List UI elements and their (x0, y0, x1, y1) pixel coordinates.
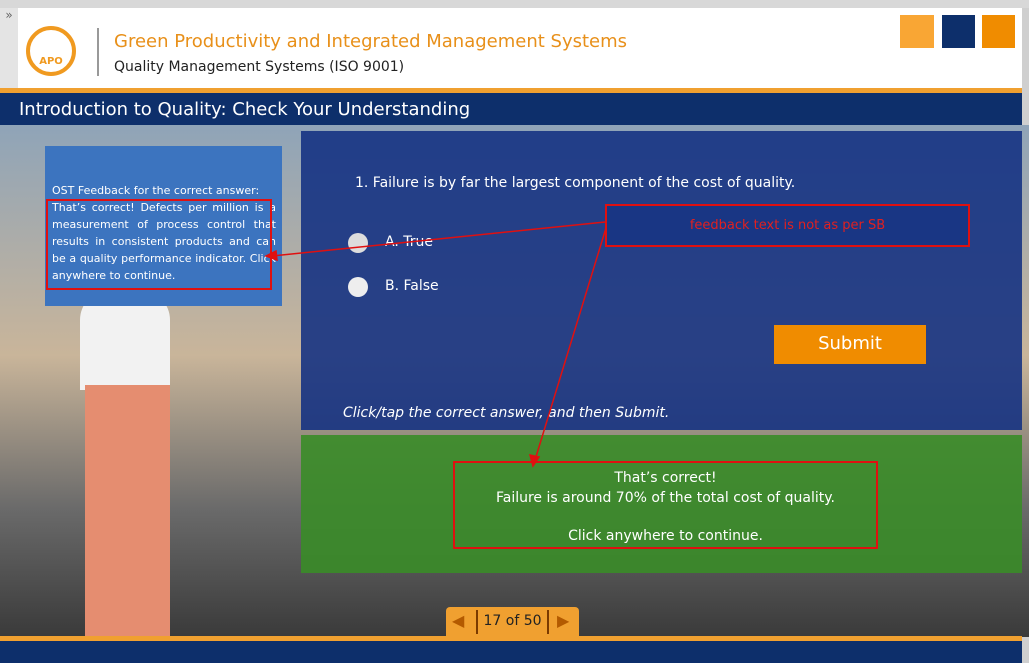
slide-title: Introduction to Quality: Check Your Unde… (0, 93, 1022, 125)
next-button[interactable]: ▶ (557, 611, 570, 630)
orange-line (0, 636, 1022, 641)
square (942, 15, 975, 48)
instruction: Click/tap the correct answer, and then S… (343, 405, 670, 421)
feedback-panel[interactable] (301, 435, 1022, 573)
submit-button[interactable]: Submit (774, 325, 926, 364)
feedback-line: Click anywhere to continue. (568, 528, 763, 544)
expand-button[interactable]: » (0, 8, 18, 88)
option[interactable]: B. False (385, 278, 439, 294)
feedback-line: Failure is around 70% of the total cost … (495, 490, 835, 506)
highlight-box (46, 199, 272, 290)
question-panel (301, 131, 1022, 430)
logo: APO (26, 26, 76, 76)
ost-heading: OST Feedback for the correct answer: (52, 184, 260, 197)
browser-bar (0, 0, 1029, 8)
radio[interactable] (348, 277, 368, 297)
person-legs (85, 385, 170, 637)
nav-bar (446, 607, 579, 636)
footer (0, 641, 1022, 663)
orange-line (0, 88, 1022, 93)
square (900, 15, 934, 48)
page-counter: 17 of 50 (476, 610, 549, 634)
person-torso (80, 290, 170, 390)
ost-text: That’s correct! Defects per million is a… (52, 201, 276, 282)
feedback-line: That’s correct! (614, 470, 717, 486)
square (982, 15, 1015, 48)
feedback-box[interactable]: That’s correct! Failure is around 70% of… (453, 461, 878, 549)
prev-button[interactable]: ◀ (452, 611, 465, 630)
course-subtitle: Quality Management Systems (ISO 9001) (114, 59, 405, 75)
divider (97, 28, 99, 76)
ost-panel: OST Feedback for the correct answer: Tha… (45, 146, 282, 306)
course-title: Green Productivity and Integrated Manage… (114, 31, 628, 52)
annotation: feedback text is not as per SB (605, 204, 970, 247)
question: 1. Failure is by far the largest compone… (355, 175, 796, 191)
